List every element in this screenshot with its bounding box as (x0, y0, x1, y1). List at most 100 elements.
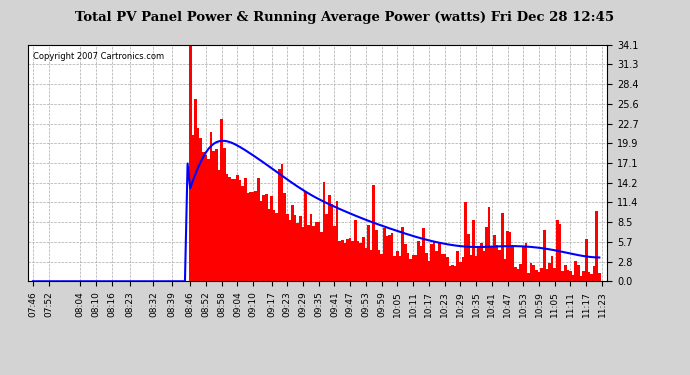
Bar (428, 261, 430, 281)
Bar (522, 247, 524, 281)
Bar (548, 263, 551, 281)
Bar (270, 196, 273, 281)
Bar (286, 214, 288, 281)
Bar (595, 211, 598, 281)
Bar (391, 233, 393, 281)
Bar (351, 242, 354, 281)
Bar (383, 228, 386, 281)
Bar (553, 268, 556, 281)
Bar (556, 220, 559, 281)
Bar (231, 179, 233, 281)
Bar (585, 239, 587, 281)
Bar (422, 228, 425, 281)
Bar (409, 259, 412, 281)
Bar (218, 170, 220, 281)
Bar (462, 256, 464, 281)
Bar (551, 256, 553, 281)
Bar (325, 214, 328, 281)
Bar (412, 255, 415, 281)
Bar (284, 193, 286, 281)
Bar (336, 201, 338, 281)
Bar (236, 175, 239, 281)
Bar (377, 250, 380, 281)
Bar (535, 270, 538, 281)
Bar (367, 225, 370, 281)
Bar (420, 246, 422, 281)
Bar (543, 230, 546, 281)
Bar (189, 45, 192, 281)
Bar (213, 151, 215, 281)
Bar (291, 204, 294, 281)
Bar (373, 184, 375, 281)
Bar (498, 250, 501, 281)
Bar (417, 241, 420, 281)
Text: Total PV Panel Power & Running Average Power (watts) Fri Dec 28 12:45: Total PV Panel Power & Running Average P… (75, 11, 615, 24)
Bar (259, 201, 262, 281)
Bar (598, 273, 600, 281)
Bar (485, 227, 488, 281)
Bar (454, 266, 456, 281)
Bar (435, 252, 438, 281)
Bar (346, 238, 349, 281)
Bar (288, 219, 291, 281)
Bar (580, 276, 582, 281)
Bar (574, 261, 577, 281)
Bar (459, 261, 462, 281)
Bar (469, 255, 472, 281)
Bar (359, 243, 362, 281)
Bar (275, 213, 278, 281)
Bar (524, 243, 527, 281)
Bar (501, 213, 504, 281)
Bar (331, 204, 333, 281)
Bar (399, 256, 402, 281)
Bar (388, 236, 391, 281)
Bar (506, 231, 509, 281)
Bar (406, 253, 409, 281)
Bar (433, 242, 435, 281)
Bar (564, 265, 566, 281)
Bar (341, 240, 344, 281)
Bar (380, 254, 383, 281)
Bar (257, 178, 259, 281)
Bar (344, 243, 346, 281)
Bar (517, 269, 520, 281)
Bar (504, 260, 506, 281)
Bar (477, 248, 480, 281)
Bar (430, 244, 433, 281)
Bar (315, 222, 317, 281)
Bar (587, 272, 590, 281)
Bar (220, 118, 223, 281)
Bar (559, 224, 561, 281)
Bar (577, 266, 580, 281)
Bar (323, 182, 325, 281)
Bar (317, 222, 320, 281)
Bar (304, 191, 307, 281)
Bar (202, 152, 205, 281)
Bar (192, 135, 194, 281)
Bar (561, 271, 564, 281)
Bar (312, 226, 315, 281)
Bar (511, 245, 514, 281)
Bar (520, 264, 522, 281)
Bar (441, 254, 443, 281)
Bar (402, 228, 404, 281)
Bar (415, 255, 417, 281)
Bar (228, 177, 231, 281)
Bar (262, 195, 265, 281)
Bar (488, 207, 491, 281)
Bar (246, 193, 249, 281)
Bar (307, 225, 310, 281)
Bar (509, 232, 511, 281)
Bar (299, 216, 302, 281)
Bar (566, 270, 569, 281)
Bar (281, 164, 284, 281)
Bar (252, 192, 255, 281)
Bar (514, 267, 517, 281)
Bar (294, 215, 297, 281)
Bar (495, 245, 498, 281)
Bar (475, 256, 477, 281)
Bar (386, 236, 388, 281)
Bar (396, 251, 399, 281)
Bar (215, 149, 218, 281)
Bar (370, 250, 373, 281)
